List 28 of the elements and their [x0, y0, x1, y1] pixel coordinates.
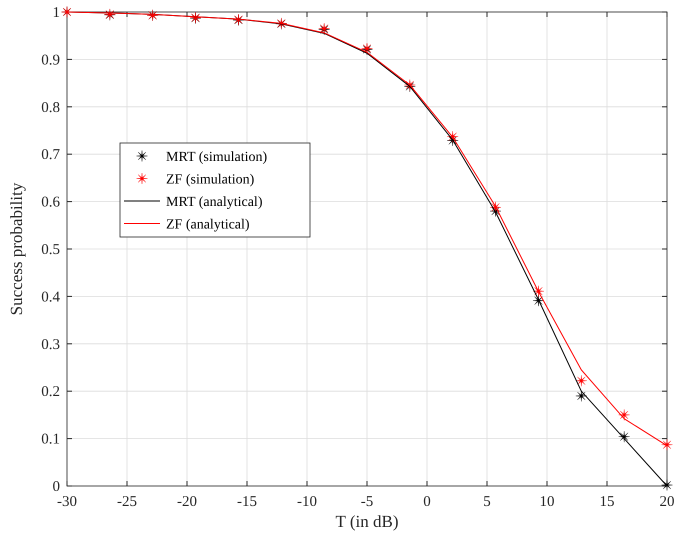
legend-label: MRT (analytical) — [166, 195, 263, 210]
x-tick-label: -25 — [117, 494, 137, 510]
x-tick-label: 0 — [423, 494, 431, 510]
x-tick-label: 5 — [483, 494, 491, 510]
y-tick-label: 0.9 — [41, 52, 60, 68]
y-tick-label: 0.2 — [41, 384, 60, 400]
x-tick-label: 10 — [540, 494, 554, 510]
x-tick-label: 20 — [660, 494, 674, 510]
legend-label: ZF (simulation) — [166, 172, 255, 188]
y-tick-label: 0.5 — [41, 242, 60, 258]
x-tick-label: -10 — [297, 494, 317, 510]
y-tick-label: 0.8 — [41, 100, 60, 116]
y-axis-title: Success probability — [7, 182, 26, 316]
y-tick-label: 0.1 — [41, 432, 60, 448]
x-tick-label: 15 — [600, 494, 614, 510]
legend-label: ZF (analytical) — [166, 218, 250, 232]
x-tick-label: -5 — [360, 494, 374, 510]
x-tick-label: -30 — [57, 494, 77, 510]
y-tick-label: 0 — [52, 479, 60, 495]
x-tick-label: -20 — [177, 494, 197, 510]
x-axis-title: T (in dB) — [336, 512, 398, 531]
y-tick-label: 0.3 — [41, 336, 60, 353]
y-tick-label: 0.6 — [41, 194, 60, 211]
x-tick-label: -15 — [237, 494, 257, 510]
legend-label: MRT (simulation) — [166, 150, 268, 165]
y-tick-label: 0.4 — [41, 289, 60, 306]
y-tick-label: 1 — [52, 5, 60, 21]
y-tick-label: 0.7 — [41, 147, 60, 164]
